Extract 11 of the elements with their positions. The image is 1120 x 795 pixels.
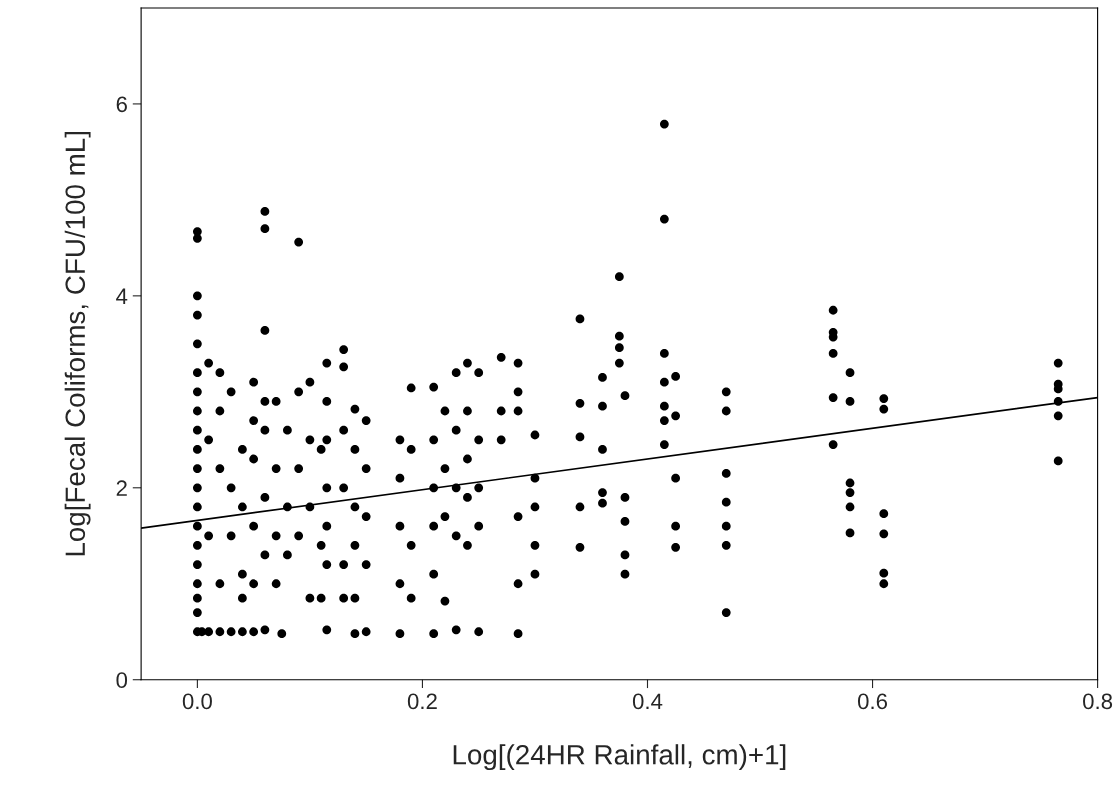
x-tick-label: 0.4	[632, 693, 663, 710]
y-tick-label: 6	[116, 96, 127, 113]
x-tick-label: 0.6	[857, 693, 888, 710]
x-axis-title: Log[(24HR Rainfall, cm)+1]	[453, 744, 786, 771]
y-tick-label: 0	[116, 672, 128, 688]
y-axis-title: Log[Fecal Coliforms, CFU/100 mL]	[64, 132, 91, 556]
y-tick-label: 2	[116, 480, 127, 496]
x-tick-label: 0.0	[182, 693, 212, 710]
x-tick-label: 0.2	[407, 693, 437, 710]
y-tick-label: 4	[116, 288, 128, 304]
x-tick-label: 0.8	[1083, 693, 1113, 710]
